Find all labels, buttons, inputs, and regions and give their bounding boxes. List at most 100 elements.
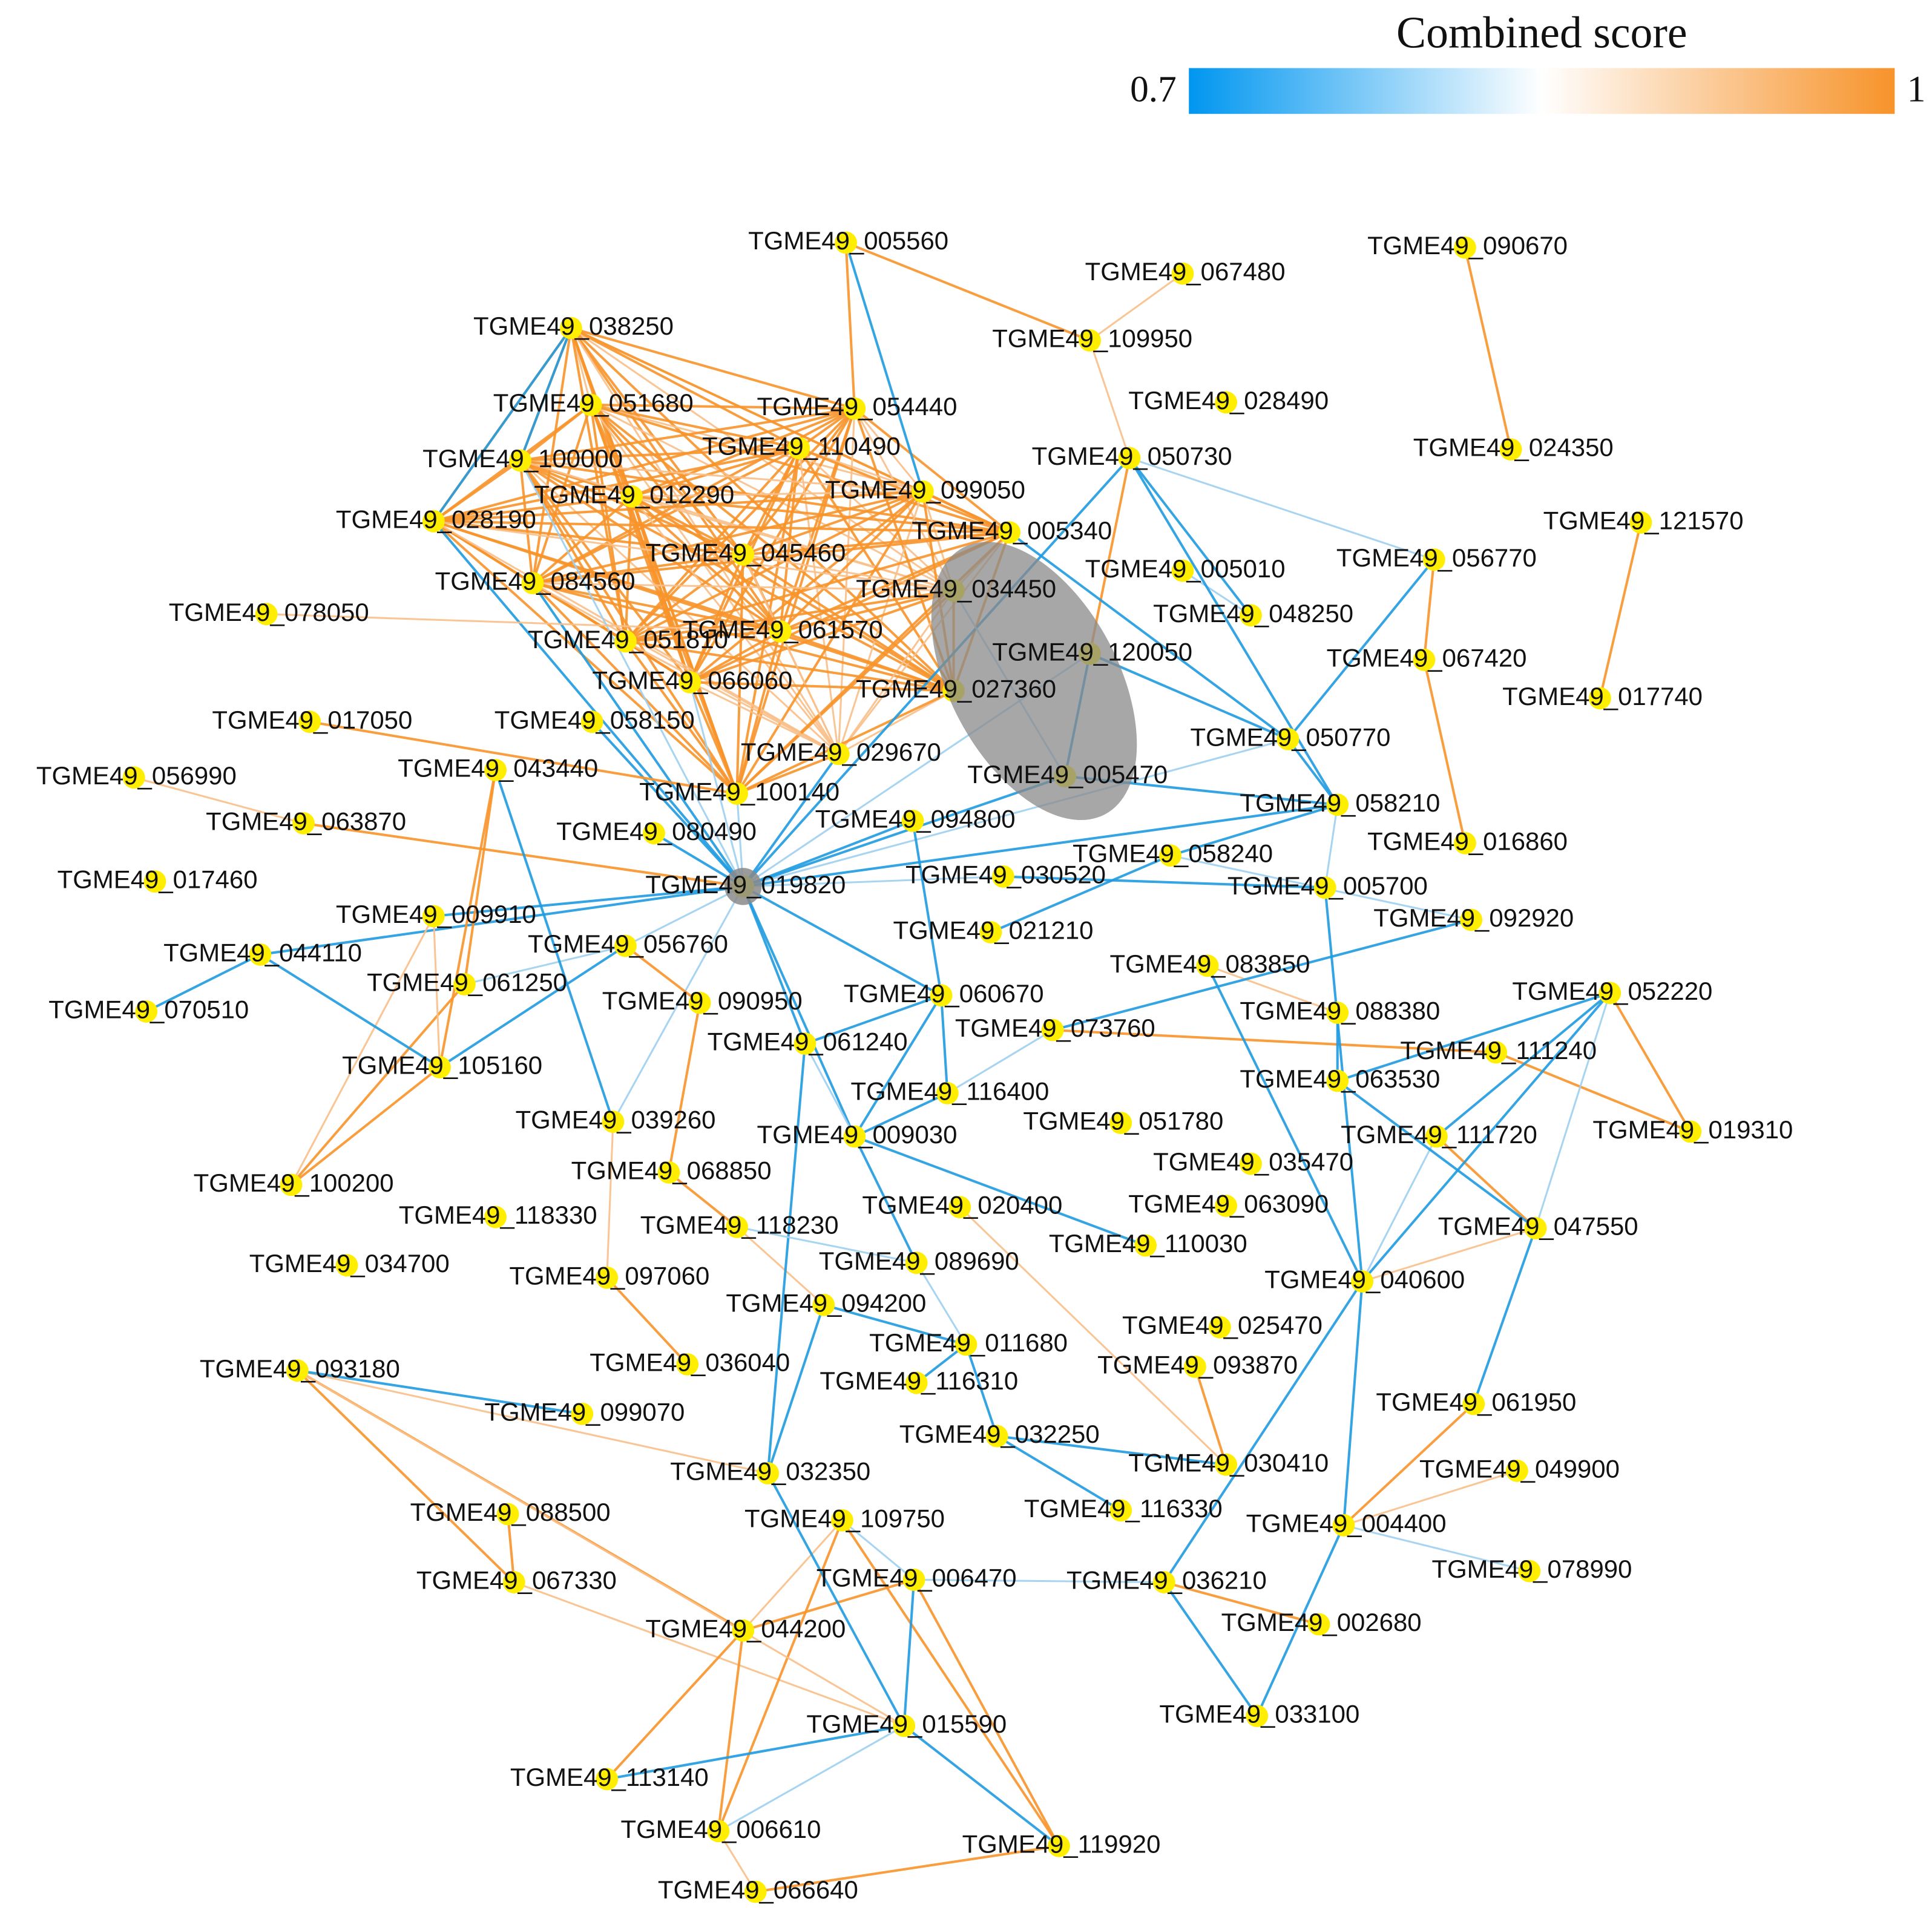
legend-title: Combined score — [1396, 7, 1687, 57]
edge — [631, 447, 800, 498]
edge — [625, 630, 781, 643]
node-label: TGME49_048250 — [1153, 599, 1353, 628]
edge — [1129, 457, 1434, 561]
node-label: TGME49_099070 — [484, 1397, 685, 1426]
edge — [743, 875, 1004, 888]
edge — [630, 496, 738, 795]
node-label: TGME49_035470 — [1153, 1147, 1353, 1176]
node-label: TGME49_009910 — [336, 900, 536, 928]
edge — [519, 459, 954, 692]
edge — [531, 582, 744, 887]
node — [1079, 329, 1101, 352]
edge — [591, 403, 855, 410]
node — [1109, 1499, 1132, 1522]
node — [422, 905, 445, 928]
edge — [1089, 340, 1131, 459]
node — [429, 1056, 451, 1078]
edge — [625, 640, 839, 755]
node — [678, 671, 702, 694]
edge — [590, 403, 800, 450]
edge — [1169, 803, 1338, 857]
node — [991, 865, 1014, 888]
edge — [1436, 992, 1611, 1138]
edge — [1343, 1524, 1530, 1572]
edge — [689, 681, 744, 887]
node — [1118, 447, 1141, 470]
node-label: TGME49_028490 — [1128, 386, 1329, 415]
edge — [841, 1520, 915, 1581]
edge — [853, 1136, 918, 1264]
edges — [133, 241, 1692, 1894]
node-label: TGME49_017050 — [212, 706, 412, 734]
edge — [844, 242, 924, 492]
edge — [432, 916, 441, 1068]
node-label: TGME49_090950 — [602, 986, 803, 1015]
node-label: TGME49_025470 — [1122, 1311, 1322, 1339]
node — [948, 1196, 971, 1219]
node-label: TGME49_061250 — [367, 968, 567, 996]
node — [732, 543, 755, 566]
edge — [837, 491, 924, 755]
node-label: TGME49_011680 — [869, 1328, 1068, 1357]
node — [135, 1000, 158, 1023]
edge — [1324, 804, 1339, 888]
edge — [432, 327, 573, 522]
node — [707, 1820, 730, 1843]
edge — [296, 1370, 515, 1584]
edge — [853, 994, 942, 1138]
node-label: TGME49_063870 — [206, 807, 406, 836]
node — [1134, 1234, 1157, 1257]
node-label: TGME49_119920 — [962, 1829, 1161, 1858]
node — [1184, 1356, 1206, 1378]
edge — [742, 457, 1131, 888]
edge — [606, 1276, 689, 1365]
node — [484, 1206, 507, 1228]
edge — [570, 327, 744, 556]
edge — [433, 520, 954, 592]
node-label: TGME49_078050 — [169, 598, 369, 626]
edge — [1163, 1581, 1319, 1626]
edge — [606, 1724, 905, 1780]
node — [1109, 1112, 1132, 1134]
edge — [519, 327, 573, 461]
edge — [463, 770, 497, 985]
node-label: TGME49_021210 — [893, 916, 1094, 945]
edge — [915, 1262, 967, 1345]
edge — [717, 1830, 757, 1892]
edge — [1194, 1366, 1227, 1465]
edge — [433, 447, 800, 523]
edge — [913, 1579, 1060, 1847]
edge — [766, 1472, 905, 1727]
node — [1326, 1002, 1349, 1024]
node — [1246, 1705, 1269, 1727]
edge — [570, 327, 855, 410]
node — [787, 437, 810, 459]
node — [1598, 982, 1622, 1005]
node-label: TGME49_066640 — [658, 1875, 858, 1904]
node-label: TGME49_073760 — [955, 1014, 1155, 1042]
edge — [532, 553, 744, 585]
edge — [1163, 1581, 1258, 1717]
edge — [1534, 992, 1611, 1228]
edge — [766, 1304, 825, 1474]
node — [571, 1402, 594, 1425]
node — [1425, 1125, 1448, 1148]
edge — [532, 490, 923, 585]
edge — [1436, 1135, 1537, 1229]
node-label: TGME49_058150 — [494, 706, 695, 734]
node-label: TGME49_063090 — [1128, 1190, 1329, 1218]
node-label: TGME49_051680 — [493, 389, 694, 417]
edge — [625, 640, 691, 683]
node-label: TGME49_038250 — [473, 312, 674, 340]
node — [579, 393, 602, 416]
node-label: TGME49_090670 — [1367, 231, 1568, 260]
node-label: TGME49_070510 — [48, 996, 249, 1024]
node-label: TGME49_045460 — [645, 539, 846, 567]
node-label: TGME49_120050 — [992, 637, 1192, 666]
edge — [743, 803, 1338, 888]
node — [954, 1333, 978, 1356]
node — [1326, 1069, 1349, 1092]
edge — [1343, 1469, 1517, 1526]
node-label: TGME49_110030 — [1049, 1229, 1247, 1258]
edge — [531, 582, 738, 795]
